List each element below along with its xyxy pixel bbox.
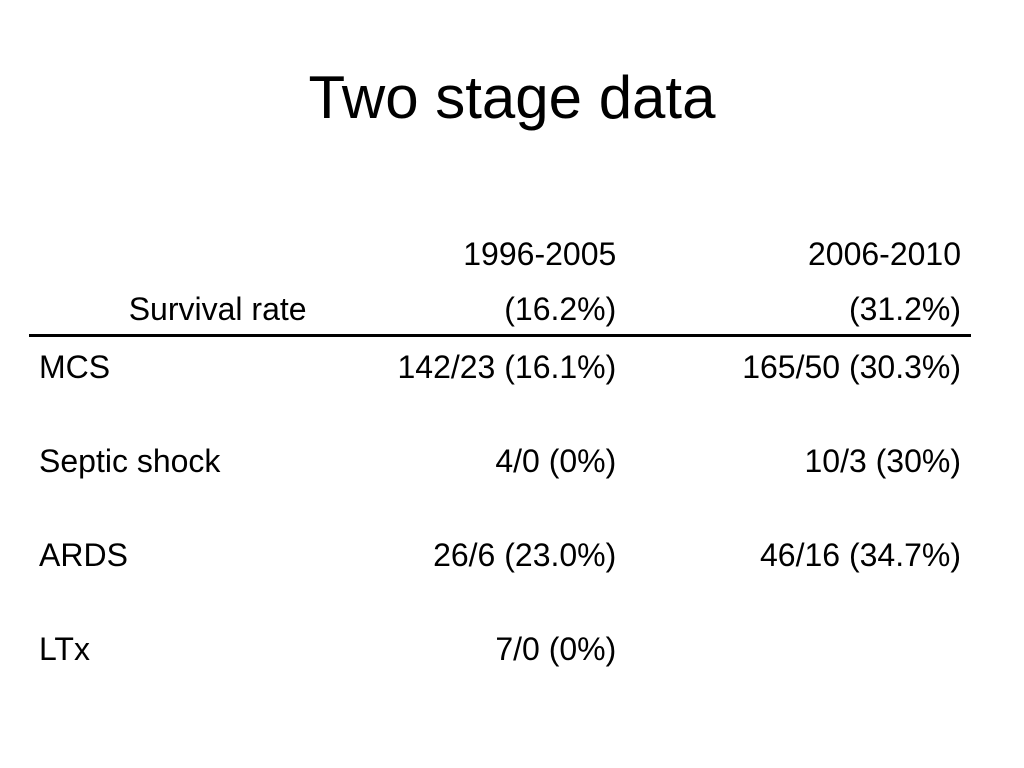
header-period-1996-2005: 1996-2005 [463,236,617,272]
table-row: Septic shock 4/0 (0%) 10/3 (30%) [29,431,971,525]
survival-table: 1996-2005 2006-2010 Survival rate (16.2%… [29,218,971,713]
cell-mcs-1996-2005: 142/23 (16.1%) [397,349,617,385]
cell-mcs-2006-2010: 165/50 (30.3%) [742,349,961,385]
header-empty-cell [29,218,317,273]
row-label-septic-shock: Septic shock [39,443,221,479]
header-survival-rate-1996-2005: (16.2%) [316,273,627,337]
cell-ltx-2006-2010 [626,619,971,713]
table-row: LTx 7/0 (0%) [29,619,971,713]
cell-septic-shock-1996-2005: 4/0 (0%) [495,443,617,479]
row-label-ltx: LTx [39,631,90,667]
cell-septic-shock-2006-2010: 10/3 (30%) [804,443,961,479]
table-row: ARDS 26/6 (23.0%) 46/16 (34.7%) [29,525,971,619]
header-period-2006-2010: 2006-2010 [807,236,961,272]
cell-ards-1996-2005: 26/6 (23.0%) [433,537,617,573]
cell-ltx-1996-2005: 7/0 (0%) [495,631,617,667]
header-survival-rate-label: Survival rate [29,273,317,337]
survival-rate-header-row: Survival rate (16.2%) (31.2%) [29,273,971,337]
cell-ards-2006-2010: 46/16 (34.7%) [759,537,961,573]
header-survival-rate-2006-2010: (31.2%) [626,273,971,337]
table-row: MCS 142/23 (16.1%) 165/50 (30.3%) [29,336,971,432]
slide-title: Two stage data [308,64,716,131]
period-header-row: 1996-2005 2006-2010 [29,218,971,273]
row-label-mcs: MCS [39,349,111,385]
row-label-ards: ARDS [39,537,128,573]
